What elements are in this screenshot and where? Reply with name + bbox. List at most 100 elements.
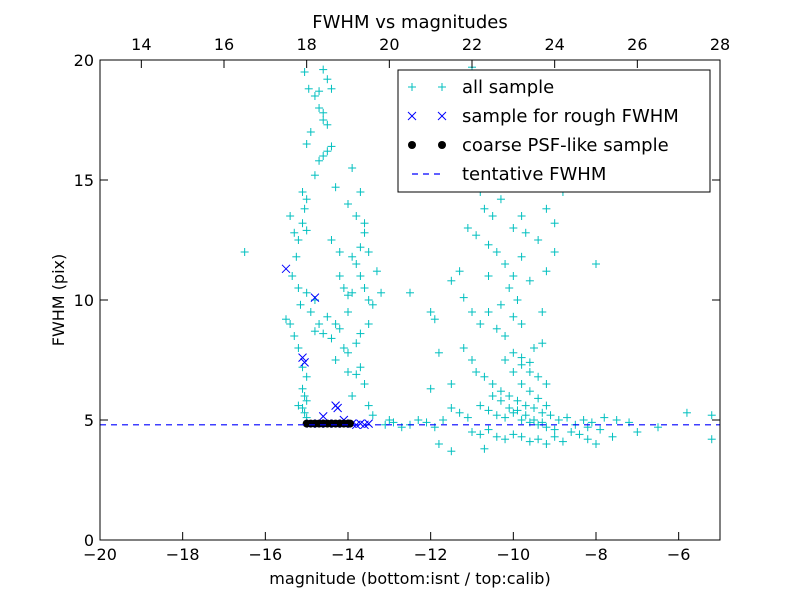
all-sample-point bbox=[310, 92, 319, 100]
all-sample-point bbox=[315, 320, 324, 328]
all-sample-point bbox=[530, 404, 538, 412]
all-sample-point bbox=[459, 293, 468, 302]
all-sample-point bbox=[327, 334, 336, 343]
legend-marker bbox=[437, 111, 447, 121]
rough-sample-point bbox=[310, 293, 320, 302]
all-sample-point bbox=[352, 370, 361, 379]
legend-entry: tentative FWHM bbox=[412, 164, 606, 185]
all-sample-point bbox=[509, 348, 518, 357]
all-sample-point bbox=[302, 372, 311, 381]
all-sample-point bbox=[654, 423, 662, 432]
all-sample-point bbox=[302, 140, 311, 148]
legend-marker bbox=[408, 83, 416, 91]
all-sample-point bbox=[302, 195, 311, 204]
all-sample-point bbox=[534, 372, 543, 381]
all-sample-point bbox=[344, 368, 352, 376]
all-sample-point bbox=[300, 204, 309, 213]
x-tick-label: −18 bbox=[166, 545, 200, 564]
all-sample-point bbox=[525, 437, 534, 446]
all-sample-point bbox=[315, 87, 324, 96]
top-x-tick-label: 28 bbox=[710, 35, 730, 54]
all-sample-point bbox=[517, 212, 526, 220]
all-sample-point bbox=[315, 104, 324, 112]
all-sample-point bbox=[579, 416, 588, 424]
legend-marker bbox=[408, 141, 416, 149]
all-sample-point bbox=[463, 413, 472, 422]
all-sample-point bbox=[525, 387, 534, 396]
top-x-tick-label: 14 bbox=[131, 35, 151, 54]
all-sample-point bbox=[509, 408, 518, 417]
plot-contents bbox=[100, 63, 720, 456]
all-sample-point bbox=[542, 423, 551, 432]
all-sample-point bbox=[509, 430, 518, 439]
all-sample-point bbox=[282, 315, 290, 324]
all-sample-point bbox=[335, 248, 344, 256]
all-sample-point bbox=[550, 425, 559, 434]
all-sample-point bbox=[302, 396, 311, 405]
all-sample-point bbox=[406, 288, 414, 297]
all-sample-point bbox=[459, 344, 468, 352]
all-sample-point bbox=[364, 248, 373, 256]
all-sample-point bbox=[592, 440, 600, 448]
all-sample-point bbox=[360, 380, 369, 388]
all-sample-point bbox=[542, 440, 551, 448]
all-sample-point bbox=[525, 276, 534, 285]
all-sample-point bbox=[310, 171, 319, 180]
all-sample-point bbox=[360, 219, 369, 228]
all-sample-point bbox=[319, 152, 328, 160]
top-x-tick-label: 26 bbox=[627, 35, 647, 54]
all-sample-point bbox=[327, 84, 336, 93]
all-sample-point bbox=[608, 432, 617, 441]
all-sample-point bbox=[468, 356, 476, 364]
all-sample-point bbox=[292, 252, 301, 261]
all-sample-point bbox=[339, 344, 348, 352]
all-sample-point bbox=[525, 368, 534, 376]
all-sample-point bbox=[372, 267, 381, 276]
all-sample-point bbox=[517, 416, 526, 424]
x-tick-label: −20 bbox=[83, 545, 117, 564]
all-sample-point bbox=[517, 380, 526, 388]
all-sample-point bbox=[377, 288, 386, 297]
all-sample-point bbox=[327, 142, 336, 151]
all-sample-point bbox=[496, 387, 505, 396]
all-sample-point bbox=[509, 368, 518, 376]
y-tick-label: 10 bbox=[74, 291, 94, 310]
all-sample-point bbox=[521, 411, 530, 420]
all-sample-point bbox=[348, 252, 357, 261]
all-sample-point bbox=[463, 224, 472, 232]
all-sample-point bbox=[286, 212, 295, 220]
y-tick-label: 0 bbox=[84, 531, 94, 550]
all-sample-point bbox=[484, 308, 493, 316]
all-sample-point bbox=[501, 356, 510, 364]
all-sample-point bbox=[323, 147, 332, 156]
all-sample-point bbox=[587, 418, 596, 427]
all-sample-point bbox=[513, 296, 522, 304]
all-sample-point bbox=[434, 348, 443, 357]
all-sample-point bbox=[501, 435, 510, 444]
all-sample-point bbox=[509, 272, 518, 280]
all-sample-point bbox=[294, 344, 303, 352]
x-tick-label: −10 bbox=[496, 545, 530, 564]
all-sample-point bbox=[310, 327, 319, 336]
all-sample-point bbox=[368, 300, 377, 309]
legend-entry: sample for rough FWHM bbox=[407, 106, 679, 127]
all-sample-point bbox=[447, 380, 456, 388]
all-sample-point bbox=[509, 312, 518, 321]
all-sample-point bbox=[554, 416, 563, 424]
all-sample-point bbox=[356, 363, 365, 372]
x-tick-label: −8 bbox=[584, 545, 608, 564]
y-axis-label: FWHM (pix) bbox=[49, 254, 68, 347]
all-sample-point bbox=[492, 432, 501, 441]
axis-ticks: −20 −18 −16 −14 −12 −10 −8 −6 14 16 18 20 22 24 26 28 0 5… bbox=[74, 35, 731, 564]
all-sample-point bbox=[600, 413, 609, 422]
legend-marker bbox=[438, 83, 446, 91]
all-sample-point bbox=[468, 308, 476, 316]
all-sample-point bbox=[707, 435, 716, 444]
x-tick-label: −16 bbox=[248, 545, 282, 564]
all-sample-point bbox=[484, 240, 493, 249]
all-sample-point bbox=[468, 428, 476, 436]
legend-label: sample for rough FWHM bbox=[462, 106, 679, 127]
all-sample-point bbox=[364, 296, 373, 304]
all-sample-point bbox=[472, 368, 481, 376]
all-sample-point bbox=[521, 401, 530, 410]
